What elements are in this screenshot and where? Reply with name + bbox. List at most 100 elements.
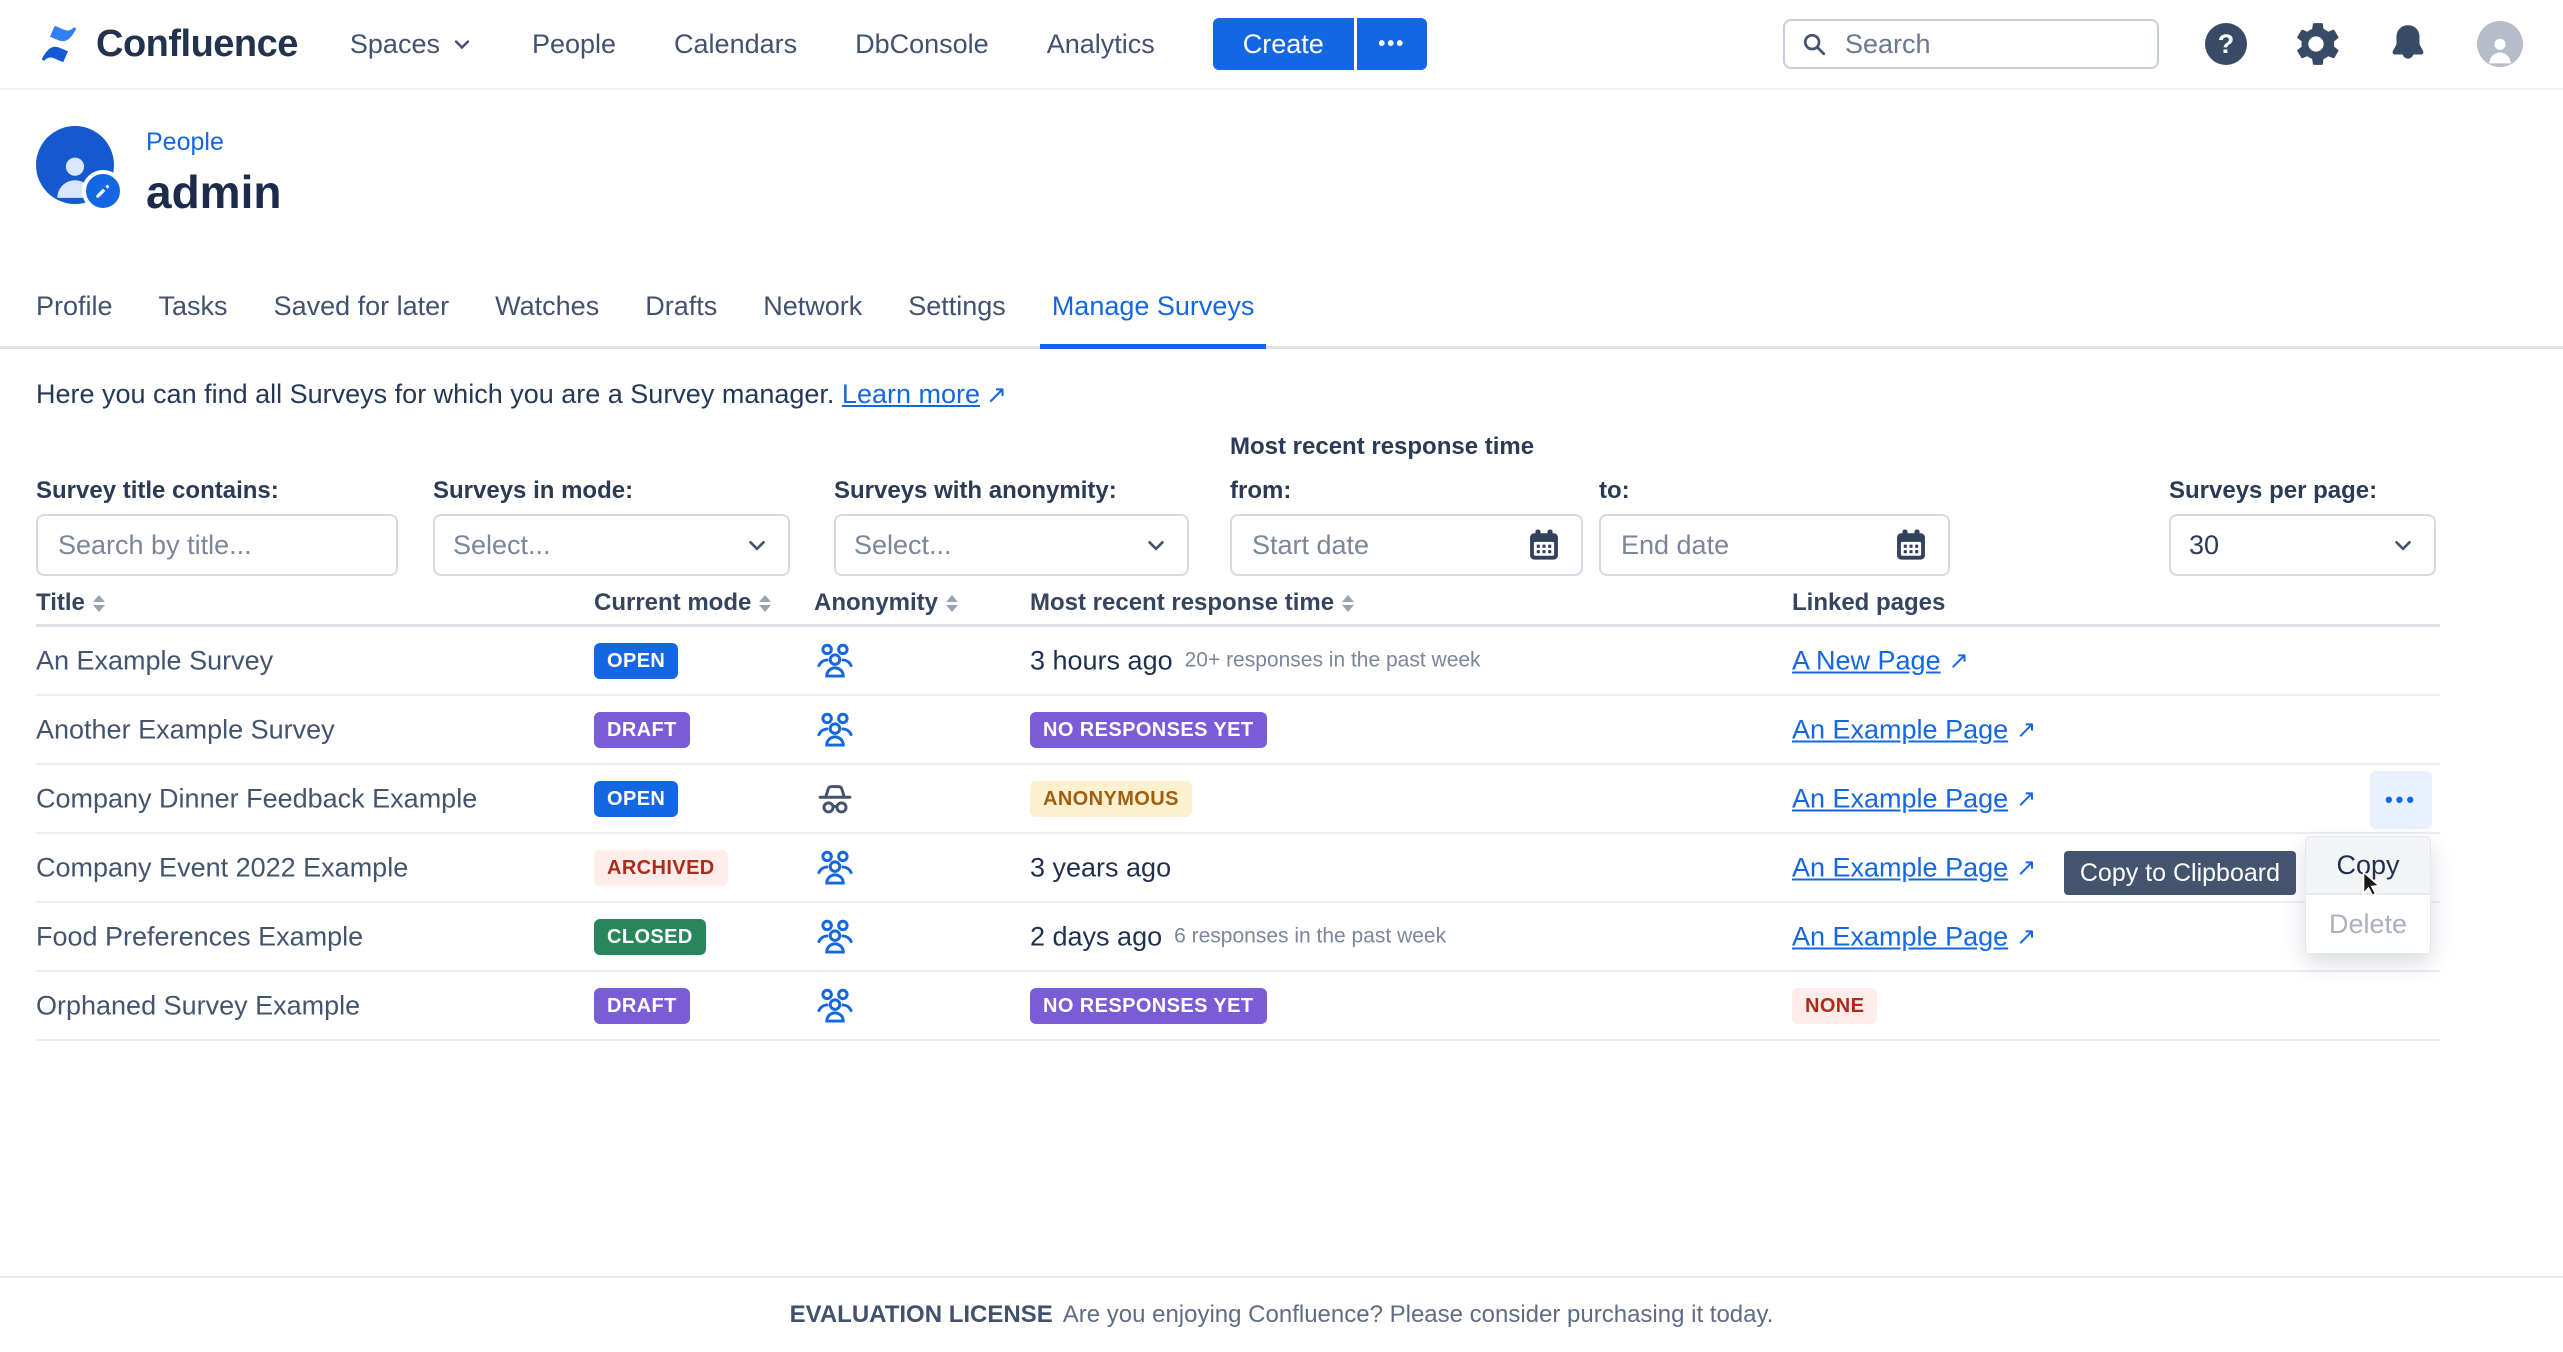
filter-from-date: from: [1230,477,1583,576]
nav-item-calendars[interactable]: Calendars [674,29,797,60]
linked-page-link[interactable]: An Example Page ↗ [1792,783,2036,814]
chevron-down-icon [2390,532,2416,558]
response-note: 20+ responses in the past week [1184,648,1481,672]
tab-saved-for-later[interactable]: Saved for later [273,291,450,321]
incognito-anonymity-icon [814,778,856,820]
page-title: admin [146,166,282,218]
linked-page-link[interactable]: An Example Page ↗ [1792,714,2036,745]
linked-none-badge: NONE [1792,987,1878,1024]
calendar-icon[interactable] [1892,526,1930,564]
select-value: Select... [854,529,952,560]
column-header-current-mode[interactable]: Current mode [594,589,772,617]
column-header-anonymity[interactable]: Anonymity [814,589,959,617]
search-icon [1799,29,1829,59]
linked-page-label: An Example Page [1792,852,2009,882]
manage-surveys-panel: Here you can find all Surveys for which … [36,379,2440,1041]
linked-page-link[interactable]: A New Page ↗ [1792,645,1969,676]
search-input[interactable] [1843,27,2143,61]
create-more-button[interactable]: ••• [1356,18,1427,70]
confluence-logo-icon [36,21,82,67]
linked-page-link[interactable]: An Example Page ↗ [1792,921,2036,952]
tab-profile[interactable]: Profile [36,291,113,321]
select-value: Select... [453,529,551,560]
title-search-field[interactable] [36,514,398,576]
search-box[interactable] [1783,19,2159,69]
linked-page-label: A New Page [1792,645,1941,675]
column-label: Anonymity [814,589,939,616]
tab-watches[interactable]: Watches [495,291,600,321]
external-link-icon: ↗ [2016,923,2037,950]
filter-anonymity: Surveys with anonymity: Select... [834,477,1189,576]
table-row: Company Dinner Feedback Example OPEN ANO… [36,765,2440,953]
settings-gear-icon[interactable] [2293,21,2339,67]
tab-manage-surveys[interactable]: Manage Surveys [1039,291,1267,349]
column-label: Title [36,589,85,616]
group-anonymity-icon [814,985,856,1027]
nav-item-label: Spaces [349,28,440,59]
survey-title: Food Preferences Example [36,921,364,951]
pencil-icon [93,181,113,201]
notifications-bell-icon[interactable] [2385,21,2431,67]
survey-title: Company Event 2022 Example [36,852,409,882]
copy-tooltip: Copy to Clipboard [2063,851,2296,895]
license-message: Are you enjoying Confluence? Please cons… [1062,1301,1774,1328]
nav-links: Spaces People Calendars DbConsole Analyt… [350,29,1155,60]
response-note: 6 responses in the past week [1174,924,1447,948]
nav-item-spaces[interactable]: Spaces [350,29,474,60]
learn-more-link[interactable]: Learn more [841,379,980,409]
survey-title: An Example Survey [36,645,274,675]
start-date-field[interactable] [1230,514,1583,576]
license-footer: EVALUATION LICENSE Are you enjoying Conf… [0,1276,2563,1352]
linked-page-link[interactable]: An Example Page ↗ [1792,852,2036,883]
survey-title: Orphaned Survey Example [36,990,361,1020]
per-page-select[interactable]: 30 [2169,514,2436,576]
end-date-field[interactable] [1599,514,1950,576]
create-button[interactable]: Create [1212,18,1354,70]
column-header-title[interactable]: Title [36,589,105,617]
title-search-input[interactable] [56,528,378,562]
tab-network[interactable]: Network [763,291,863,321]
mode-select[interactable]: Select... [433,514,790,576]
column-label: Current mode [594,589,752,616]
nav-item-dbconsole[interactable]: DbConsole [855,29,989,60]
tab-drafts[interactable]: Drafts [645,291,718,321]
tab-settings[interactable]: Settings [908,291,1006,321]
breadcrumb-people[interactable]: People [146,128,224,156]
mode-badge: DRAFT [594,987,690,1024]
mode-badge: ARCHIVED [594,849,728,886]
column-header-response-time[interactable]: Most recent response time [1030,589,1355,617]
filter-label: Surveys per page: [2169,477,2378,504]
linked-page-label: An Example Page [1792,783,2009,813]
profile-header: People admin [0,90,2563,219]
nav-item-analytics[interactable]: Analytics [1047,29,1155,60]
table-row: Orphaned Survey Example DRAFT NO RESPONS… [36,972,2440,1041]
nav-item-people[interactable]: People [532,29,616,60]
confluence-logo[interactable]: Confluence [36,21,298,67]
user-avatar[interactable] [2477,21,2523,67]
external-link-icon: ↗ [2016,854,2037,881]
nav-item-label: DbConsole [855,28,989,59]
select-value: 30 [2189,529,2220,560]
help-button[interactable]: ? [2205,23,2247,65]
row-actions-button[interactable]: ••• [2370,771,2432,829]
survey-filters: Survey title contains: Surveys in mode: … [36,433,2440,577]
mouse-cursor-icon [2356,869,2386,899]
create-button-group: Create ••• [1212,18,1427,70]
column-header-linked-pages: Linked pages [1792,589,1945,617]
surveys-table: Title Current mode Anonymity Most recent… [36,587,2440,1041]
tab-tasks[interactable]: Tasks [158,291,228,321]
edit-avatar-badge[interactable] [82,170,124,212]
calendar-icon[interactable] [1525,526,1563,564]
filter-label: to: [1599,477,1630,504]
profile-avatar[interactable] [36,126,124,212]
row-actions-menu: Copy Delete [2306,837,2430,953]
start-date-input[interactable] [1250,528,1525,562]
end-date-input[interactable] [1619,528,1892,562]
anonymity-select[interactable]: Select... [834,514,1189,576]
menu-item-copy[interactable]: Copy [2306,837,2430,895]
filter-title-contains: Survey title contains: [36,477,398,576]
sort-icon [1342,594,1355,612]
menu-item-delete: Delete [2328,908,2408,939]
chevron-down-icon [450,32,474,56]
filter-label: Surveys in mode: [433,477,634,504]
